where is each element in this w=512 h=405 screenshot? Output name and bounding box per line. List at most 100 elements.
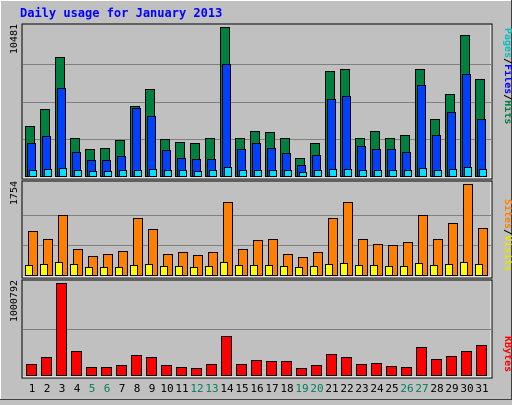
bar-pages-day-10 [164, 170, 172, 177]
day-label-12: 12 [190, 382, 203, 395]
bar-pages-day-21 [329, 169, 337, 177]
bar-pages-day-4 [74, 170, 82, 177]
bar-kbytes-day-5 [86, 367, 97, 376]
legend-files: Files [502, 64, 512, 94]
day-label-9: 9 [149, 382, 156, 395]
bar-kbytes-day-9 [146, 357, 157, 376]
bar-kbytes-day-12 [191, 368, 202, 376]
bar-kbytes-day-7 [116, 365, 127, 376]
bar-kbytes-day-10 [161, 365, 172, 376]
day-label-26: 26 [400, 382, 413, 395]
panel-2-legend: Sites/Visits [502, 199, 512, 271]
bar-kbytes-day-23 [356, 364, 367, 376]
day-labels: 1 2 3 4 5 6 7 8 9 10 11 12 13 14 15 16 17 18 19 20 21 22 23 24 2… [29, 382, 489, 395]
bar-kbytes-day-1 [26, 364, 37, 376]
bar-kbytes-day-2 [41, 357, 52, 376]
bar-files-day-27 [417, 85, 426, 177]
bar-visits-day-22 [340, 263, 348, 276]
bar-visits-day-13 [205, 266, 213, 276]
bar-kbytes-day-25 [386, 366, 397, 376]
bar-kbytes-day-17 [266, 361, 277, 376]
bar-pages-day-8 [134, 170, 142, 177]
bar-kbytes-day-11 [176, 367, 187, 376]
bar-pages-day-22 [344, 169, 352, 177]
bar-pages-day-14 [224, 167, 232, 177]
day-label-20: 20 [310, 382, 323, 395]
day-label-30: 30 [460, 382, 473, 395]
bar-visits-day-5 [85, 267, 93, 276]
bar-visits-day-9 [145, 264, 153, 276]
bar-visits-day-17 [265, 265, 273, 276]
panel-2-ymax-label: 1754 [9, 181, 20, 205]
bar-pages-day-13 [209, 170, 217, 177]
bar-visits-day-11 [175, 266, 183, 276]
bar-visits-day-20 [310, 266, 318, 276]
bar-visits-day-18 [280, 266, 288, 276]
day-label-25: 25 [385, 382, 398, 395]
bar-visits-day-31 [475, 264, 483, 276]
bar-kbytes-day-20 [311, 365, 322, 376]
bar-visits-day-28 [430, 265, 438, 276]
bar-pages-day-24 [374, 170, 382, 177]
bar-kbytes-day-19 [296, 368, 307, 376]
bar-pages-day-29 [449, 169, 457, 177]
bars [25, 27, 488, 376]
day-label-6: 6 [104, 382, 111, 395]
bar-kbytes-day-16 [251, 360, 262, 376]
legend-sep-2: / [502, 94, 512, 100]
bar-files-day-22 [342, 96, 351, 177]
bar-kbytes-day-24 [371, 363, 382, 376]
panel-3-legend: KBytes [502, 336, 512, 372]
bar-visits-day-25 [385, 266, 393, 276]
day-label-22: 22 [340, 382, 353, 395]
bar-pages-day-11 [179, 170, 187, 177]
bar-visits-day-2 [40, 264, 48, 276]
day-label-29: 29 [445, 382, 458, 395]
bar-kbytes-day-8 [131, 355, 142, 376]
bar-kbytes-day-21 [326, 354, 337, 376]
panel-3-ymax-label: 1000792 [9, 280, 20, 322]
bar-kbytes-day-28 [431, 359, 442, 376]
chart-title: Daily usage for January 2013 [20, 6, 222, 20]
bar-kbytes-day-30 [461, 351, 472, 376]
day-label-2: 2 [44, 382, 51, 395]
bar-kbytes-day-18 [281, 361, 292, 376]
bar-visits-day-16 [250, 265, 258, 276]
legend-sep-1: / [502, 58, 512, 64]
bar-visits-day-4 [70, 264, 78, 276]
bar-kbytes-day-3 [56, 283, 67, 376]
bar-pages-day-20 [314, 170, 322, 177]
bar-pages-day-16 [254, 170, 262, 177]
bar-files-day-29 [447, 112, 456, 177]
bar-pages-day-1 [29, 170, 37, 177]
day-label-24: 24 [370, 382, 384, 395]
bar-kbytes-day-29 [446, 356, 457, 376]
bar-visits-day-10 [160, 266, 168, 276]
day-label-18: 18 [280, 382, 293, 395]
legend-sites: Sites [502, 199, 512, 229]
bar-pages-day-17 [269, 170, 277, 177]
day-label-31: 31 [475, 382, 488, 395]
bar-pages-day-7 [119, 170, 127, 177]
day-label-7: 7 [119, 382, 126, 395]
bar-pages-day-19 [299, 172, 307, 177]
bar-pages-day-6 [104, 171, 112, 177]
bar-pages-day-27 [419, 168, 427, 177]
bar-files-day-21 [327, 99, 336, 177]
bar-pages-day-5 [89, 171, 97, 177]
panel-1-legend: Pages/Files/Hits [502, 28, 512, 124]
bar-kbytes-day-13 [206, 364, 217, 376]
legend-sep-3: / [502, 229, 512, 235]
day-label-23: 23 [355, 382, 368, 395]
bar-visits-day-24 [370, 265, 378, 276]
bar-files-day-30 [462, 74, 471, 177]
day-label-19: 19 [295, 382, 308, 395]
bar-kbytes-day-22 [341, 357, 352, 376]
bar-pages-day-9 [149, 169, 157, 177]
day-label-28: 28 [430, 382, 443, 395]
bar-sites-day-30 [463, 184, 473, 276]
bar-files-day-8 [132, 108, 141, 177]
panel-1-ymax-label: 10481 [9, 24, 20, 54]
day-label-17: 17 [265, 382, 278, 395]
bar-visits-day-19 [295, 267, 303, 276]
